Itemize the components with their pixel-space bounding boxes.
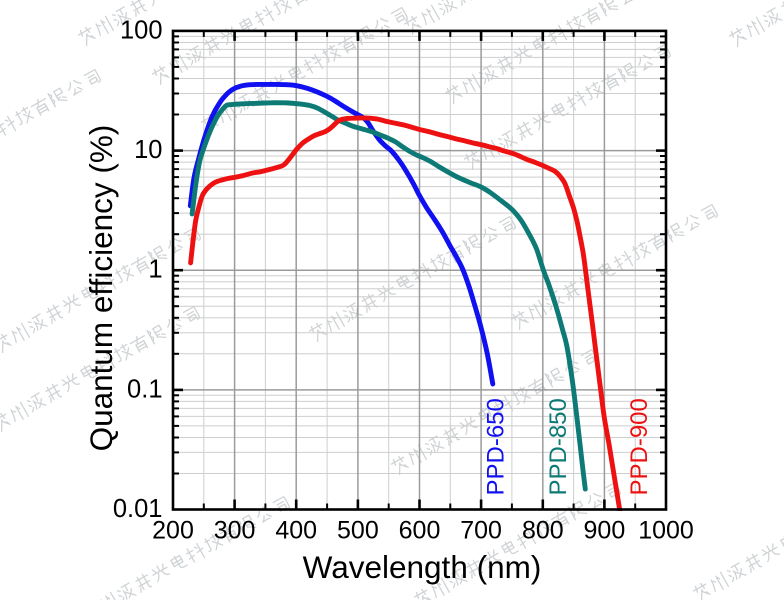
svg-text:800: 800 [522,517,564,545]
svg-text:Wavelength (nm): Wavelength (nm) [303,549,542,585]
svg-text:400: 400 [275,517,317,545]
svg-text:0.01: 0.01 [113,495,163,523]
svg-text:900: 900 [584,517,626,545]
svg-text:PPD-900: PPD-900 [626,398,653,495]
svg-text:500: 500 [337,517,379,545]
svg-text:10: 10 [134,136,162,164]
svg-text:PPD-850: PPD-850 [545,398,572,495]
svg-text:300: 300 [214,517,256,545]
svg-text:1: 1 [148,256,162,284]
svg-text:PPD-650: PPD-650 [482,398,509,495]
svg-text:1000: 1000 [638,517,694,545]
svg-text:700: 700 [460,517,502,545]
svg-text:Quantum efficiency (%): Quantum efficiency (%) [83,125,119,452]
svg-text:0.1: 0.1 [127,375,162,403]
svg-text:600: 600 [399,517,441,545]
svg-text:100: 100 [120,16,163,44]
svg-text:200: 200 [152,517,194,545]
